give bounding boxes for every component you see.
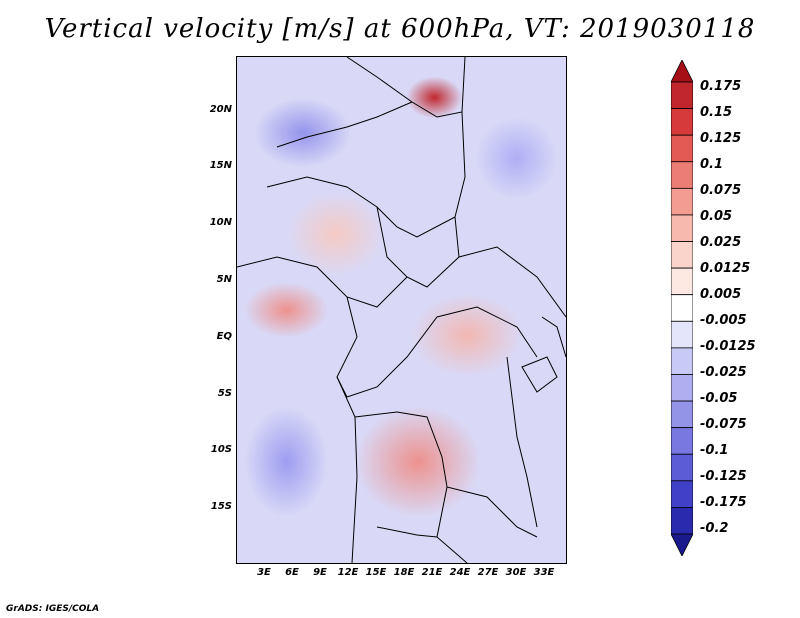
lon-label-27e: 27E [477, 567, 499, 578]
lat-label-5n: 5N [216, 274, 232, 285]
lat-label-20n: 20N [209, 104, 232, 115]
colorbar-segment [671, 214, 693, 242]
lon-label-9e: 9E [313, 567, 327, 578]
colorbar [671, 60, 693, 556]
colorbar-label: 0.075 [700, 183, 742, 198]
colorbar-label: 0.1 [700, 157, 724, 172]
colorbar-segment [671, 480, 693, 508]
lat-label-15n: 15N [209, 160, 232, 171]
lat-label-eq: EQ [216, 331, 232, 342]
colorbar-segment [671, 161, 693, 189]
lat-label-10n: 10N [209, 217, 232, 228]
colorbar-label: -0.175 [700, 495, 747, 510]
colorbar-segment [671, 427, 693, 455]
colorbar-segment [671, 267, 693, 296]
colorbar-label: -0.005 [700, 313, 747, 328]
colorbar-segment [671, 134, 693, 163]
colorbar-label: 0.025 [700, 235, 742, 250]
colorbar-segment [671, 60, 693, 83]
colorbar-label: 0.15 [700, 105, 733, 120]
colorbar-segment [671, 81, 693, 109]
grads-credit: GrADS: IGES/COLA [6, 604, 100, 614]
colorbar-label: -0.0125 [700, 339, 756, 354]
colorbar-segment [671, 453, 693, 482]
lon-label-24e: 24E [449, 567, 471, 578]
colorbar-segment [671, 507, 693, 535]
colorbar-label: 0.175 [700, 79, 742, 94]
map-title: Vertical velocity [m/s] at 600hPa, VT: 2… [44, 14, 756, 44]
lon-label-30e: 30E [505, 567, 527, 578]
lon-label-6e: 6E [285, 567, 299, 578]
vertical-velocity-map [236, 56, 567, 564]
colorbar-label: 0.005 [700, 287, 742, 302]
lon-label-18e: 18E [393, 567, 415, 578]
colorbar-label: -0.05 [700, 391, 738, 406]
colorbar-segment [671, 374, 693, 402]
colorbar-label: 0.0125 [700, 261, 751, 276]
colorbar-segment [671, 400, 693, 429]
lon-label-15e: 15E [365, 567, 387, 578]
country-borders [237, 57, 566, 563]
lon-label-21e: 21E [421, 567, 443, 578]
colorbar-label: -0.1 [700, 443, 729, 458]
colorbar-segment [671, 533, 693, 556]
lat-label-15s: 15S [210, 501, 232, 512]
colorbar-segment [671, 241, 693, 269]
colorbar-label: 0.125 [700, 131, 742, 146]
colorbar-label: -0.025 [700, 365, 747, 380]
colorbar-label: -0.075 [700, 417, 747, 432]
lat-label-5s: 5S [217, 388, 232, 399]
lon-label-33e: 33E [533, 567, 555, 578]
colorbar-label: 0.05 [700, 209, 733, 224]
lat-label-10s: 10S [210, 444, 232, 455]
colorbar-segment [671, 108, 693, 136]
colorbar-segment [671, 294, 693, 322]
lon-label-12e: 12E [337, 567, 359, 578]
colorbar-segment [671, 320, 693, 349]
colorbar-segment [671, 347, 693, 375]
colorbar-label: -0.2 [700, 521, 729, 536]
lon-label-3e: 3E [257, 567, 271, 578]
colorbar-label: -0.125 [700, 469, 747, 484]
colorbar-segment [671, 187, 693, 216]
